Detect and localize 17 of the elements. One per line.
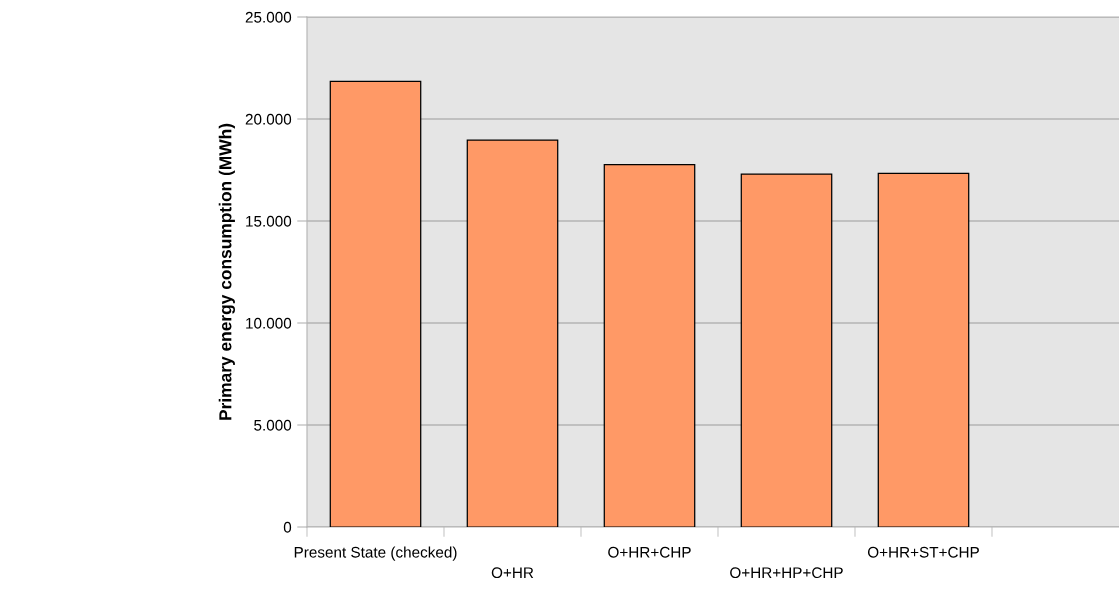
y-axis-title: Primary energy consumption (MWh) — [218, 123, 235, 420]
bar — [466, 139, 559, 527]
y-tick-label: 15.000 — [246, 215, 292, 227]
bar — [329, 80, 422, 527]
y-tick-label: 25.000 — [245, 11, 292, 23]
x-tick-label: O+HR+CHP — [608, 546, 691, 558]
y-tick-label: 10.000 — [246, 317, 292, 329]
bar — [877, 172, 970, 527]
x-tick-label: O+HR+ST+CHP — [867, 546, 979, 558]
x-tick-label: Present State (checked) — [294, 546, 457, 561]
y-tick-label: 0 — [283, 521, 292, 533]
bar — [740, 173, 833, 527]
y-tick-label: 20.000 — [245, 113, 292, 125]
x-tick-label: O+HR — [491, 567, 534, 579]
x-tick-label: O+HR+HP+CHP — [730, 567, 843, 579]
bar — [603, 164, 696, 527]
y-tick-label: 5.000 — [254, 419, 292, 431]
